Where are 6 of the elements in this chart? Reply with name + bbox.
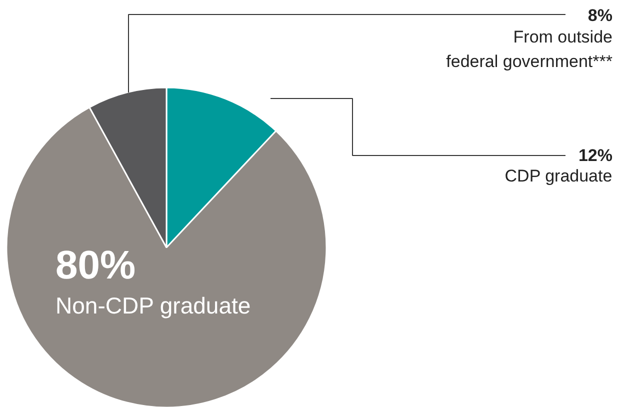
slice-label: Non-CDP graduate — [56, 292, 251, 318]
data-label: 8% — [588, 6, 613, 25]
data-label: 80% — [56, 244, 136, 288]
slice-label: CDP graduate — [504, 166, 612, 186]
data-label: 12% — [578, 146, 613, 165]
slice-label: From outside federal government*** — [446, 28, 613, 72]
